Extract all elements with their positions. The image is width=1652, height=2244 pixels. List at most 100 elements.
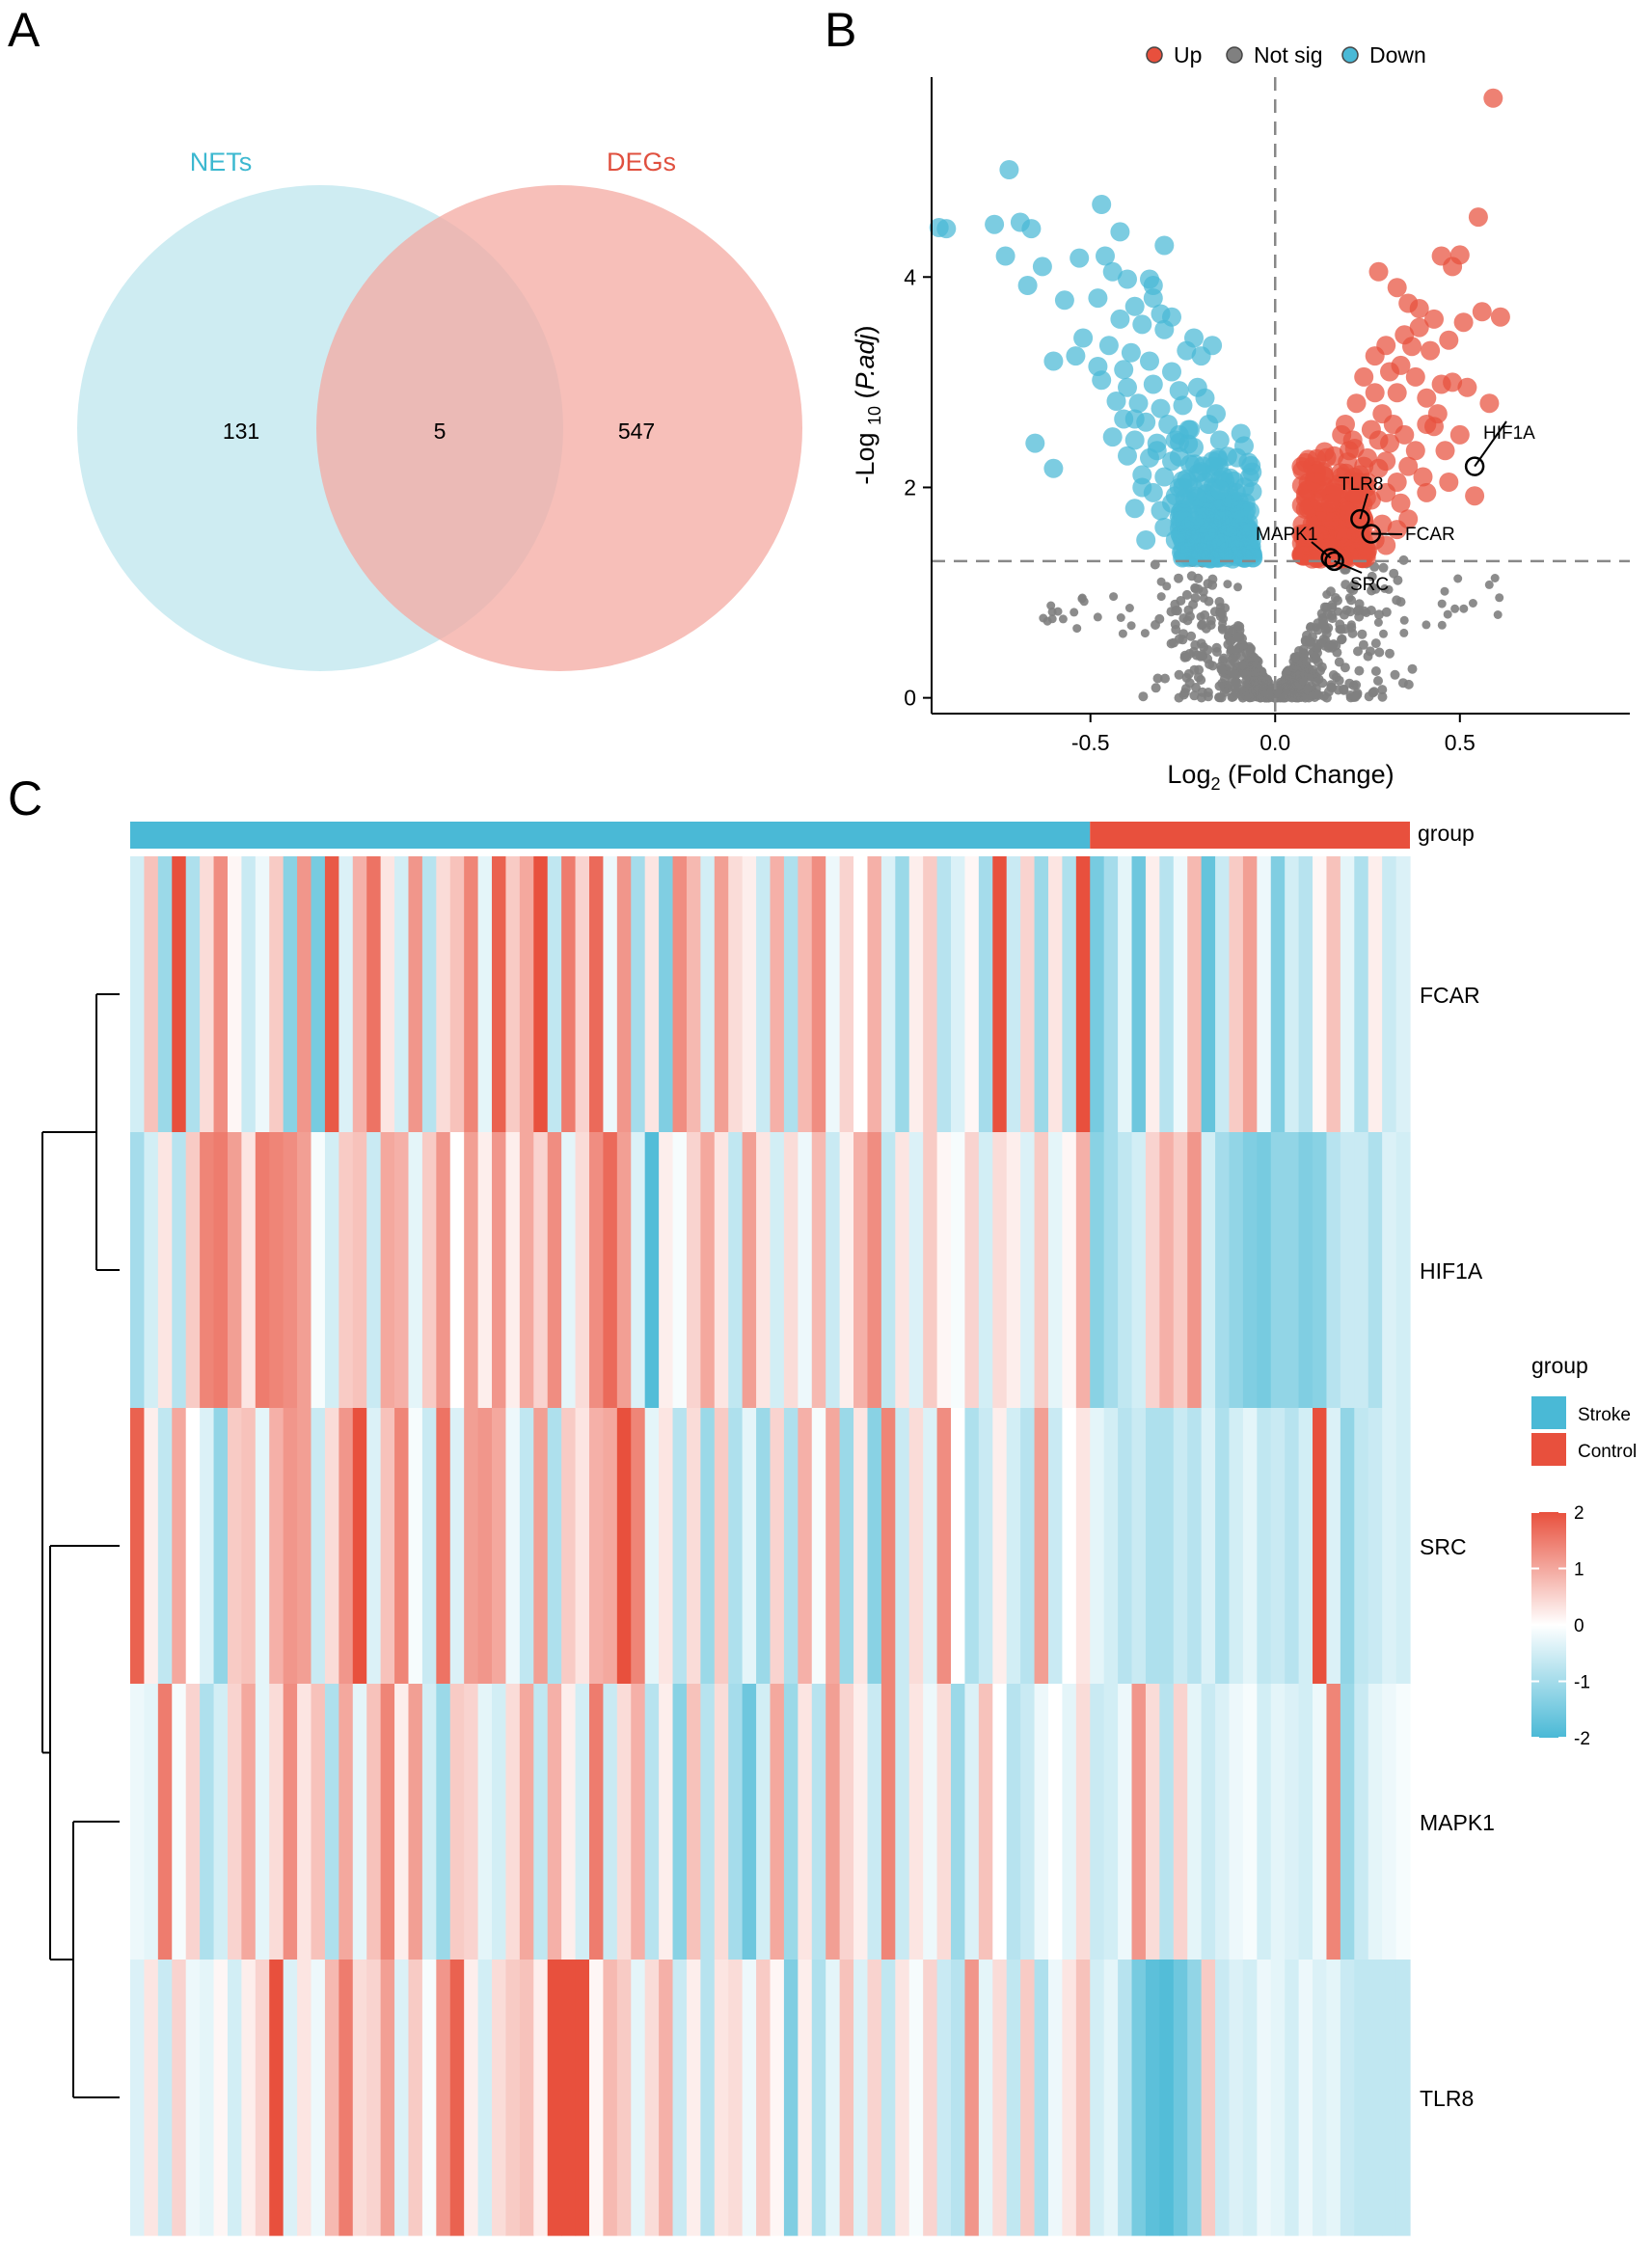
up-point xyxy=(1424,309,1444,329)
heatmap-cell xyxy=(1340,1408,1355,1685)
heatmap-cell xyxy=(936,1960,952,2236)
down-point xyxy=(1203,336,1223,356)
heatmap-cell xyxy=(1145,1960,1160,2236)
up-point xyxy=(1472,302,1492,322)
down-point xyxy=(1098,336,1119,356)
heatmap-cell xyxy=(269,1684,284,1960)
heatmap-cell xyxy=(1062,1132,1077,1409)
heatmap-cell xyxy=(352,856,367,1133)
heatmap-cell xyxy=(185,856,201,1133)
notsig-point xyxy=(1341,605,1352,615)
notsig-point xyxy=(1216,603,1225,612)
down-point xyxy=(1043,351,1064,371)
down-point xyxy=(1162,493,1181,513)
notsig-point xyxy=(1070,608,1079,617)
notsig-point xyxy=(1340,662,1350,673)
heatmap-cell xyxy=(324,1408,339,1685)
heatmap-cell xyxy=(588,1684,605,1960)
notsig-point xyxy=(1354,605,1365,615)
heatmap-cell xyxy=(213,1132,229,1409)
notsig-point xyxy=(1308,647,1318,658)
down-point xyxy=(1151,398,1171,419)
annotation-segment-control xyxy=(1090,822,1410,849)
heatmap-cell xyxy=(408,1684,423,1960)
heatmap-cell xyxy=(464,1684,479,1960)
heatmap-cell xyxy=(269,1960,284,2236)
down-point xyxy=(1209,430,1230,450)
notsig-point xyxy=(1193,672,1204,683)
heatmap-cell xyxy=(1270,1132,1286,1409)
heatmap-cell xyxy=(1257,1408,1272,1685)
heatmap-cell xyxy=(853,856,869,1133)
heatmap-cell xyxy=(1242,1960,1258,2236)
heatmap-cell xyxy=(644,1408,660,1685)
notsig-point xyxy=(1233,582,1242,592)
notsig-point xyxy=(1353,646,1363,657)
heatmap-cell xyxy=(1313,1684,1328,1960)
heatmap-cell xyxy=(255,1684,270,1960)
notsig-point xyxy=(1190,584,1200,594)
heatmap-cell xyxy=(1047,1684,1063,1960)
up-point xyxy=(1376,482,1396,502)
heatmap-cell xyxy=(144,1960,159,2236)
heatmap-cell xyxy=(631,1684,646,1960)
heatmap-cell xyxy=(324,1132,339,1409)
heatmap-cell xyxy=(185,1132,201,1409)
heatmap-cell xyxy=(1354,1408,1369,1685)
notsig-point xyxy=(1172,606,1182,616)
heatmap-cell xyxy=(352,1684,367,1960)
notsig-point xyxy=(1156,577,1166,586)
up-point xyxy=(1324,446,1344,466)
heatmap-cell xyxy=(449,856,465,1133)
colorbar-legend: 2 1 0 -1 -2 xyxy=(1531,1503,1590,1749)
heatmap-cell xyxy=(255,1132,270,1409)
heatmap-cell xyxy=(352,1132,367,1409)
heatmap-cell xyxy=(157,1960,173,2236)
notsig-point xyxy=(1350,691,1361,702)
heatmap-cell xyxy=(1075,1684,1091,1960)
heatmap-cell xyxy=(1242,856,1258,1133)
heatmap-cell xyxy=(1159,1684,1175,1960)
heatmap-cell xyxy=(339,1684,354,1960)
heatmap-cell xyxy=(1173,1684,1188,1960)
heatmap-cell xyxy=(603,1132,618,1409)
heatmap-cell xyxy=(1354,1684,1369,1960)
panel-a: A NETs DEGs 131 5 547 xyxy=(8,3,802,671)
gene-marker xyxy=(1320,548,1341,568)
colorbar-ticks: 2 1 0 -1 -2 xyxy=(1531,1503,1590,1749)
heatmap-cell xyxy=(603,1684,618,1960)
heatmap-cell xyxy=(547,856,562,1133)
notsig-point xyxy=(1287,689,1298,700)
down-point xyxy=(1169,424,1189,445)
heatmap-cell xyxy=(1159,1132,1175,1409)
down-point xyxy=(1124,499,1145,519)
heatmap-cell xyxy=(826,856,841,1133)
up-point xyxy=(1443,372,1463,392)
up-point xyxy=(1417,388,1437,408)
heatmap-cell xyxy=(1382,1408,1397,1685)
heatmap-cell xyxy=(1173,1408,1188,1685)
heatmap-cell xyxy=(1034,1132,1049,1409)
heatmap-cell xyxy=(756,1408,772,1685)
heatmap-row-labels: FCAR HIF1A SRC MAPK1 TLR8 xyxy=(1420,983,1495,2111)
heatmap-cell xyxy=(1075,856,1091,1133)
heatmap-cell xyxy=(659,1132,674,1409)
heatmap-cell xyxy=(436,856,451,1133)
heatmap-cell xyxy=(770,1408,785,1685)
down-point xyxy=(1070,248,1090,268)
heatmap-cell xyxy=(492,1132,507,1409)
heatmap-cell xyxy=(951,1684,966,1960)
heatmap-cell xyxy=(659,856,674,1133)
heatmap-cell xyxy=(241,1408,257,1685)
heatmap-cell xyxy=(297,856,312,1133)
down-point xyxy=(1110,309,1130,329)
gene-label: FCAR xyxy=(1405,525,1455,545)
notsig-point xyxy=(1272,686,1283,696)
notsig-point xyxy=(1319,602,1330,612)
heatmap-cell xyxy=(686,1684,701,1960)
down-point xyxy=(1136,530,1156,550)
heatmap-cell xyxy=(1103,1684,1119,1960)
heatmap-cell xyxy=(1326,1132,1341,1409)
notsig-point xyxy=(1370,666,1381,676)
